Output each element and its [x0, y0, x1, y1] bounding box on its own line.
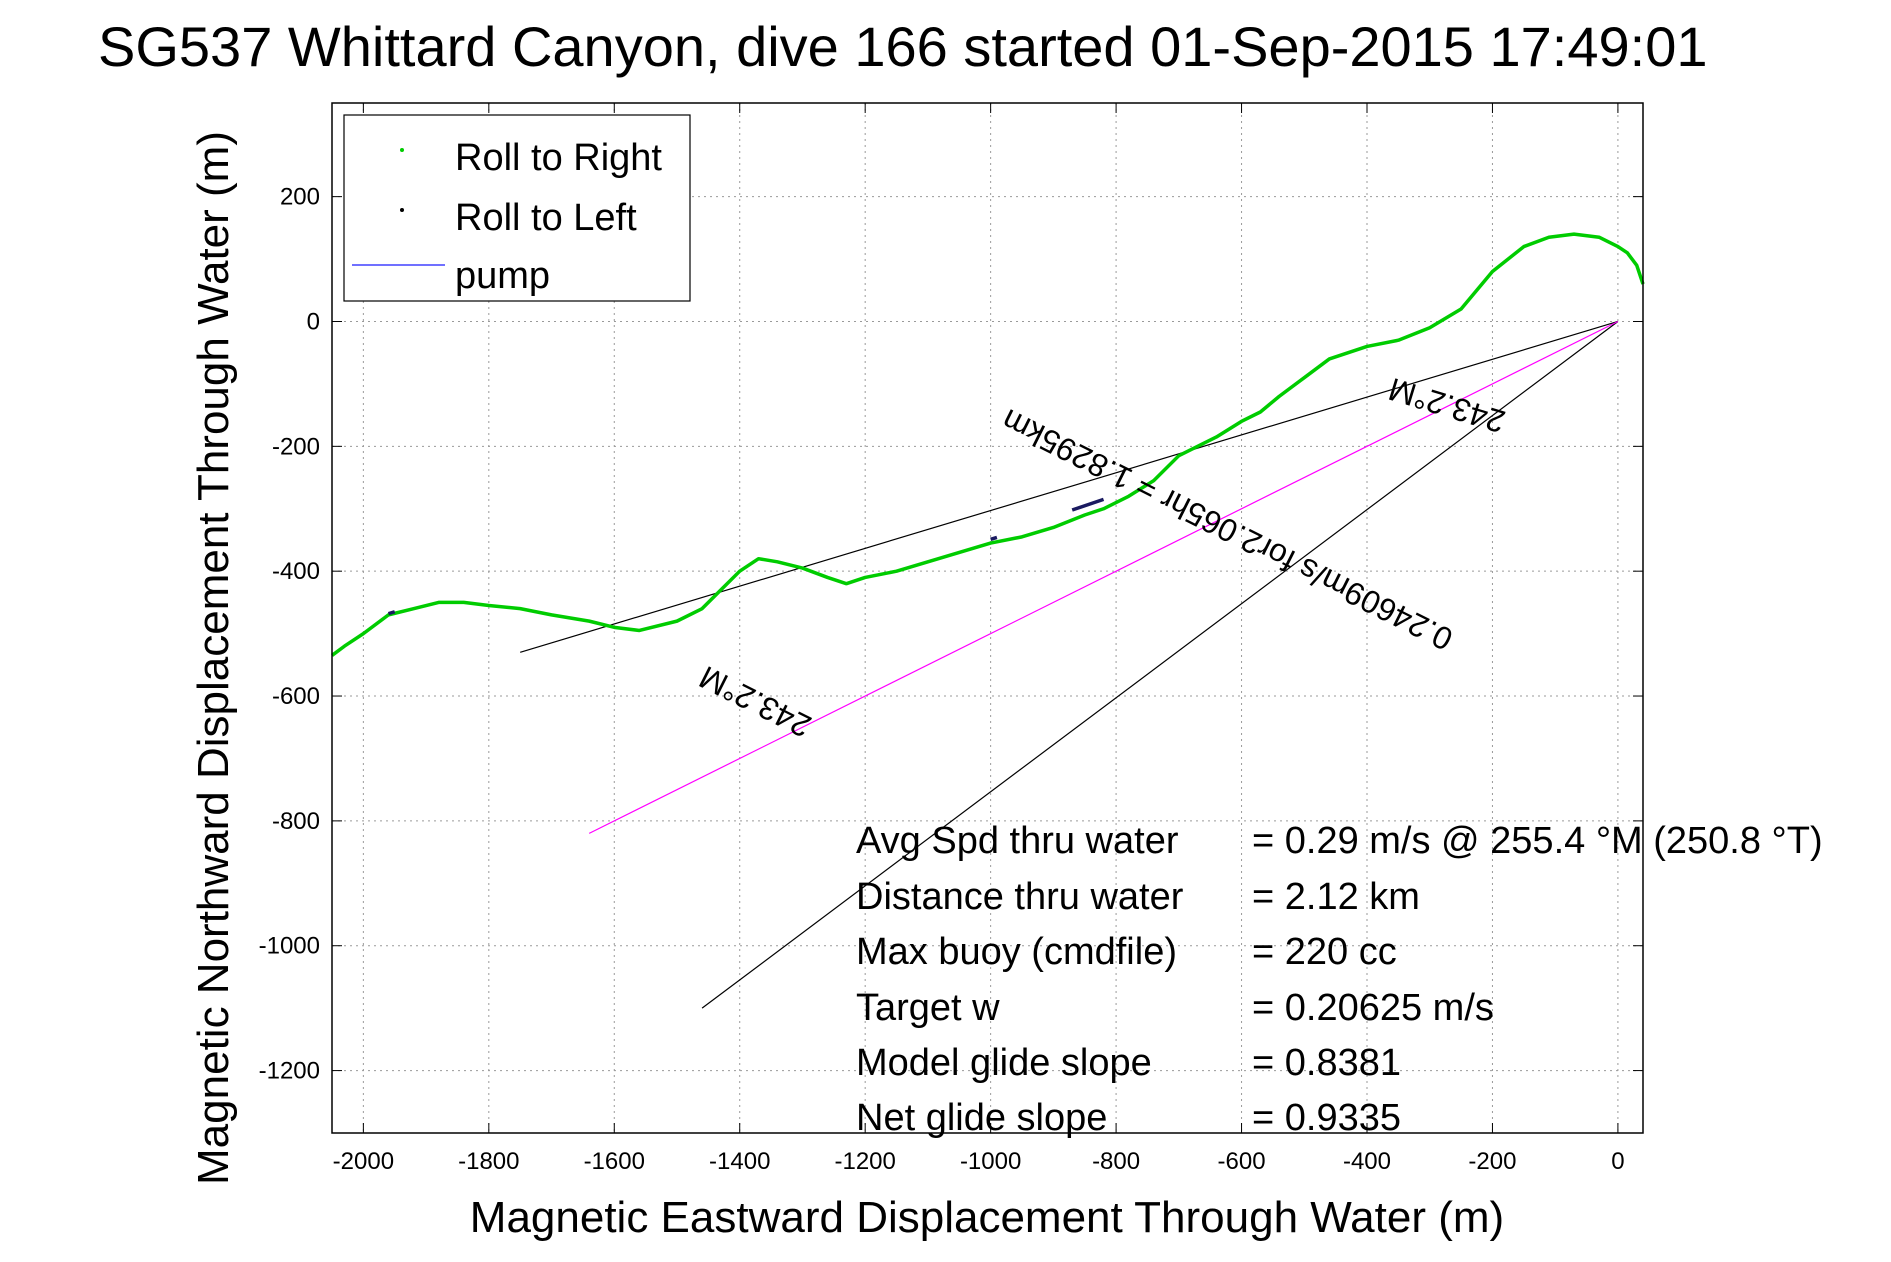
y-axis-label: Magnetic Northward Displacement Through … — [189, 131, 238, 1185]
y-tick-label: -800 — [272, 808, 320, 835]
x-axis-ticks: -2000 -1800 -1600 -1400 -1200 -1000 -800 -600 -4… — [333, 103, 1625, 1175]
reference-line — [520, 320, 1619, 653]
y-tick-label: -600 — [272, 683, 320, 710]
series-roll-left-segment — [1071, 497, 1105, 512]
plot-frame — [331, 102, 1644, 1134]
stat-label-avg-speed: Avg Spd thru water — [856, 820, 1179, 862]
series-roll-left-segment — [990, 535, 998, 542]
stat-value-avg-speed: = 0.29 m/s @ 255.4 °M (250.8 °T) — [1252, 820, 1823, 862]
x-tick-label: -600 — [1218, 1148, 1266, 1175]
y-tick-label: 0 — [307, 308, 320, 335]
series-roll-left-segment — [387, 610, 396, 616]
stat-label-max-buoy: Max buoy (cmdfile) — [856, 931, 1177, 973]
y-axis-ticks: 200 0 -200 -400 -600 -800 -1000 -1200 — [259, 184, 1643, 1085]
reference-line — [588, 320, 1619, 834]
x-tick-label: 0 — [1611, 1148, 1624, 1175]
x-tick-label: -400 — [1343, 1148, 1391, 1175]
stat-value-net-glide: = 0.9335 — [1252, 1097, 1401, 1139]
stat-value-model-glide: = 0.8381 — [1252, 1042, 1401, 1084]
x-tick-label: -200 — [1468, 1148, 1516, 1175]
grid-lines — [332, 103, 1643, 1133]
chart-title: SG537 Whittard Canyon, dive 166 started … — [98, 15, 1707, 78]
y-tick-label: -1000 — [259, 933, 320, 960]
stat-label-model-glide: Model glide slope — [856, 1042, 1152, 1084]
legend-marker-roll-right — [400, 148, 404, 152]
legend: Roll to Right Roll to Left pump — [343, 114, 691, 302]
x-tick-label: -1600 — [584, 1148, 645, 1175]
stat-value-distance: = 2.12 km — [1252, 876, 1420, 918]
x-tick-label: -1000 — [960, 1148, 1021, 1175]
x-tick-label: -1400 — [709, 1148, 770, 1175]
x-tick-label: -800 — [1092, 1148, 1140, 1175]
x-tick-label: -2000 — [333, 1148, 394, 1175]
legend-label-roll-right: Roll to Right — [455, 137, 662, 179]
legend-label-roll-left: Roll to Left — [455, 197, 637, 239]
stat-label-target-w: Target w — [856, 987, 1000, 1029]
stats-block: Avg Spd thru water Distance thru water M… — [856, 820, 1823, 1139]
stat-value-max-buoy: = 220 cc — [1252, 931, 1397, 973]
y-tick-label: -200 — [272, 433, 320, 460]
y-tick-label: -1200 — [259, 1058, 320, 1085]
legend-marker-roll-left — [400, 208, 404, 212]
stat-label-distance: Distance thru water — [856, 876, 1184, 918]
stat-label-net-glide: Net glide slope — [856, 1097, 1107, 1139]
reference-line — [701, 321, 1619, 1009]
series-roll-right-track — [330, 232, 1645, 657]
x-tick-label: -1200 — [834, 1148, 895, 1175]
legend-label-pump: pump — [455, 255, 550, 297]
x-tick-label: -1800 — [458, 1148, 519, 1175]
legend-box — [343, 114, 691, 302]
x-axis-label: Magnetic Eastward Displacement Through W… — [470, 1193, 1504, 1242]
stat-value-target-w: = 0.20625 m/s — [1252, 987, 1494, 1029]
y-tick-label: 200 — [280, 184, 320, 211]
y-tick-label: -400 — [272, 558, 320, 585]
plot-area — [330, 232, 1645, 1009]
